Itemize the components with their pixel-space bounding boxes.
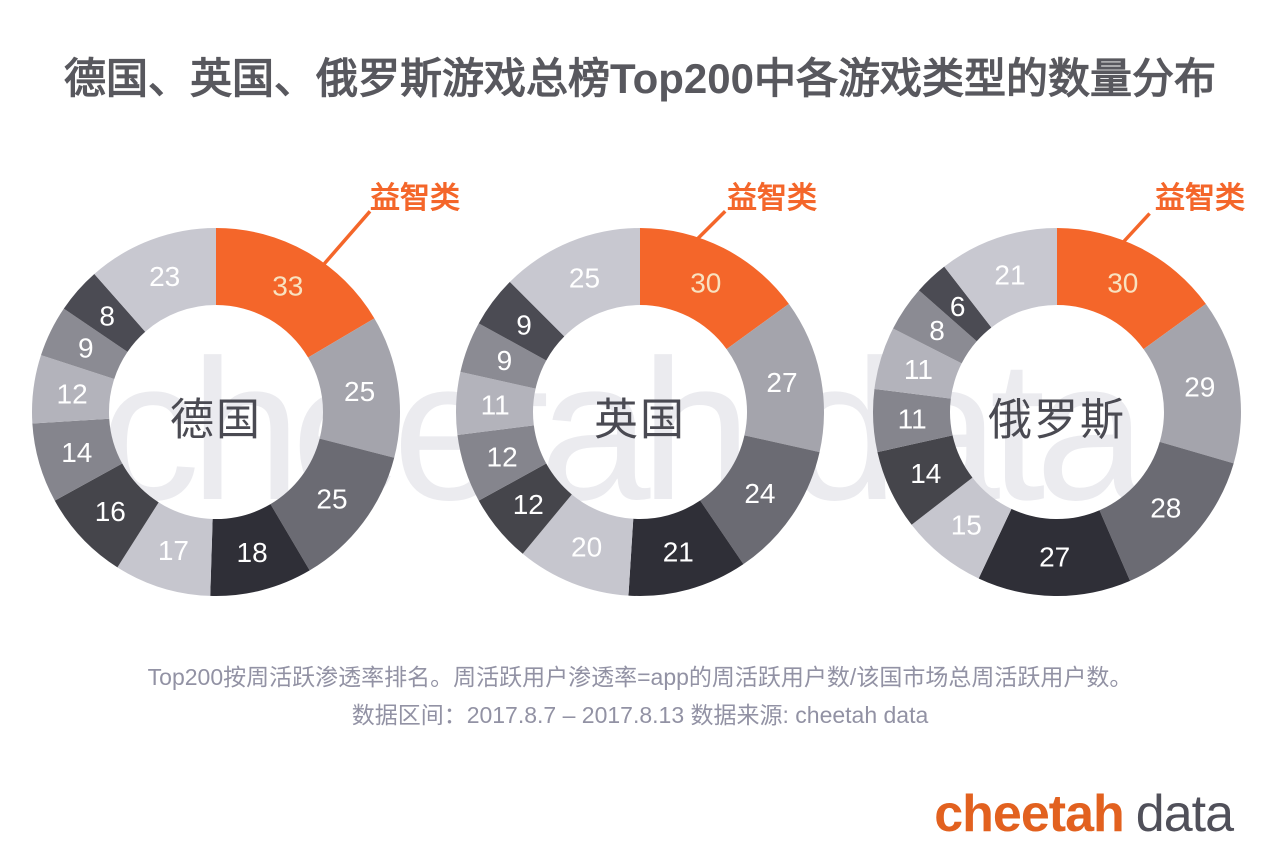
donut-slice-uk-2: [700, 435, 820, 565]
logo-data-text: data: [1135, 785, 1234, 843]
slice-value-label: 11: [898, 403, 927, 434]
callout-line-germany: [319, 210, 372, 270]
donut-slice-germany-1: [308, 318, 401, 458]
donut-slice-germany-2: [270, 438, 395, 571]
slice-value-label: 24: [744, 478, 775, 509]
slice-value-label: 9: [78, 333, 94, 364]
donut-slice-russia-8: [893, 290, 977, 364]
donut-uk: 30 27 24 21 20 12 12 11 99 25 英国 益智类: [455, 182, 825, 597]
slice-value-label: 8: [99, 301, 115, 332]
donut-slice-uk-3: [628, 500, 744, 597]
donut-slice-russia-4: [911, 477, 1012, 579]
slice-value-label: 30: [690, 267, 721, 298]
slice-value-label: 14: [61, 437, 92, 468]
slice-value-label: 27: [1039, 542, 1070, 573]
slice-value-label: 29: [1184, 372, 1215, 403]
footnote-line-2: 数据区间：2017.8.7 – 2017.8.13 数据来源: cheetah …: [351, 702, 929, 728]
donut-slice-uk-10: [509, 228, 640, 337]
slice-value-label: 27: [766, 367, 797, 398]
donut-center-label-germany: 德国: [170, 396, 262, 445]
slice-value-label: 12: [57, 378, 88, 409]
donut-slice-germany-9: [63, 273, 146, 352]
slice-value-label: 18: [237, 537, 268, 568]
donut-slice-russia-3: [978, 508, 1131, 597]
slice-value-label: 20: [571, 531, 602, 562]
slice-value-label: 25: [344, 376, 375, 407]
slice-value-label: 21: [994, 259, 1025, 290]
slice-value-label: 33: [272, 271, 303, 302]
page-title: 德国、英国、俄罗斯游戏总榜Top200中各游戏类型的数量分布: [64, 55, 1216, 102]
slice-value-label: 12: [513, 489, 544, 520]
brand-logo: cheetah data: [934, 785, 1234, 843]
slice-value-label: 14: [910, 458, 941, 489]
slice-value-label: 25: [316, 484, 347, 515]
donut-slice-uk-7: [455, 371, 536, 436]
slice-value-label: 9: [497, 345, 513, 376]
slice-value-label: 9: [516, 309, 532, 340]
donut-center-label-uk: 英国: [594, 396, 686, 445]
slice-value-label: 8: [929, 315, 945, 346]
slice-value-label: 23: [149, 261, 180, 292]
donut-slice-germany-7: [31, 355, 115, 424]
callout-line-russia: [1120, 212, 1151, 246]
callout-line-uk: [694, 210, 727, 243]
slice-value-label: 16: [95, 496, 126, 527]
slice-value-label: 25: [569, 263, 600, 294]
callout-label-uk: 益智类: [727, 182, 817, 215]
donut-slice-uk-5: [478, 463, 572, 554]
donut-slice-germany-6: [32, 418, 123, 501]
slice-value-label: 11: [481, 390, 510, 421]
donut-slice-germany-10: [94, 228, 216, 332]
donut-slice-russia-0: [1057, 228, 1206, 350]
donut-slice-germany-3: [210, 504, 310, 597]
slice-value-label: 6: [950, 291, 966, 322]
donut-slice-germany-8: [41, 308, 128, 379]
donut-slice-russia-2: [1099, 441, 1234, 581]
donut-slice-russia-9: [918, 266, 992, 342]
footnote: Top200按周活跃渗透率排名。周活跃用户渗透率=app的周活跃用户数/该国市场…: [0, 658, 1280, 734]
slice-value-label: 30: [1107, 267, 1138, 298]
donut-slice-germany-4: [117, 502, 213, 596]
donut-center-label-russia: 俄罗斯: [988, 396, 1126, 445]
slice-value-label: 21: [663, 536, 694, 567]
donut-slice-uk-8: [460, 323, 547, 389]
callout-label-russia: 益智类: [1155, 182, 1245, 215]
slice-value-label: 15: [951, 510, 982, 541]
donut-slice-russia-1: [1143, 303, 1241, 464]
donut-slice-russia-6: [872, 388, 953, 453]
donut-slice-uk-1: [726, 303, 825, 453]
donut-slice-uk-0: [640, 228, 789, 350]
donut-slice-uk-9: [478, 281, 565, 361]
donut-slice-germany-5: [54, 463, 159, 568]
slice-value-label: 17: [158, 535, 189, 566]
slice-value-label: 11: [904, 354, 933, 385]
donut-slice-uk-4: [522, 494, 634, 596]
slice-value-label: 12: [487, 441, 518, 472]
donut-russia: 30 29 28 27 15 14 11 11 86 21 俄罗斯 益智类: [872, 182, 1245, 597]
slice-value-label: 28: [1150, 492, 1181, 523]
donut-slice-russia-5: [877, 435, 973, 525]
callout-label-germany: 益智类: [370, 182, 460, 215]
donut-slice-uk-6: [457, 425, 547, 501]
donut-slice-russia-10: [944, 228, 1057, 328]
logo-cheetah-text: cheetah: [934, 785, 1125, 843]
donut-slice-germany-0: [216, 228, 375, 358]
donut-slice-russia-7: [874, 328, 962, 399]
footnote-line-1: Top200按周活跃渗透率排名。周活跃用户渗透率=app的周活跃用户数/该国市场…: [147, 664, 1133, 690]
